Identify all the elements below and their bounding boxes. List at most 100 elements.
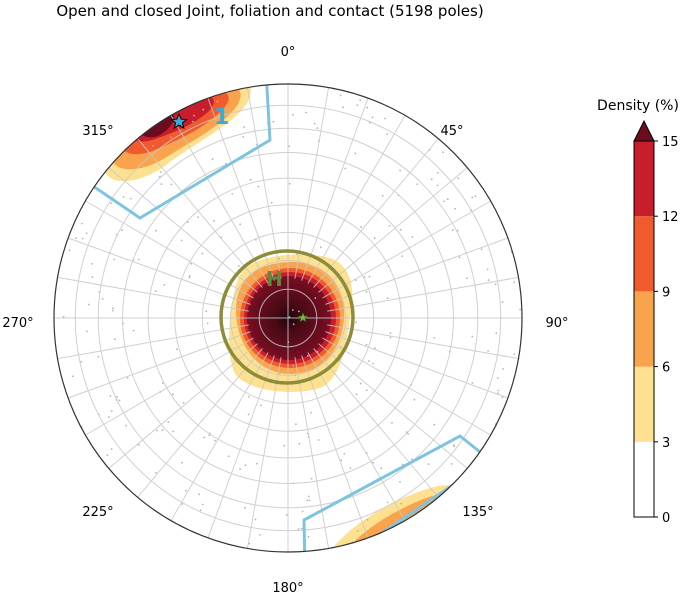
grid-radial-line (170, 352, 269, 521)
pole-point (118, 399, 121, 402)
set-markers: 1 H (170, 105, 309, 323)
pole-point (68, 249, 71, 252)
pole-point (154, 472, 157, 474)
pole-point (356, 104, 359, 106)
pole-point (399, 481, 401, 483)
pole-point (451, 229, 454, 232)
pole-point (110, 410, 113, 412)
pole-point (237, 265, 240, 267)
pole-point (457, 177, 459, 180)
colorbar-band (634, 216, 654, 292)
pole-point (205, 310, 208, 313)
pole-point (450, 463, 453, 465)
colorbar-title: Density (%) (597, 98, 679, 114)
grid-radial-line (313, 138, 439, 288)
pole-point (365, 343, 368, 346)
pole-point (293, 264, 296, 266)
pole-point (339, 94, 342, 97)
pole-point (354, 152, 357, 155)
pole-point (349, 467, 352, 469)
pole-point (170, 136, 172, 139)
azimuth-label-225: 225° (82, 505, 113, 520)
stereonet-grid (54, 84, 522, 552)
grid-radial-line (307, 115, 406, 284)
pole-point (301, 510, 304, 513)
pole-point (143, 153, 146, 156)
pole-point (363, 276, 366, 278)
pole-point (399, 228, 402, 231)
pole-point (314, 297, 317, 299)
pole-point (496, 377, 499, 379)
grid-radial-line (313, 348, 439, 498)
pole-point (373, 237, 376, 240)
colorbar-band (634, 366, 654, 442)
pole-point (295, 423, 297, 426)
grid-radial-line (57, 324, 249, 360)
pole-point (386, 133, 389, 136)
pole-point (307, 354, 309, 357)
colorbar-tick-label: 12 (662, 210, 679, 225)
pole-point (154, 290, 157, 293)
pole-point (400, 502, 402, 505)
pole-point (411, 236, 414, 238)
pole-point (181, 461, 184, 464)
azimuth-label-45: 45° (440, 124, 463, 139)
pole-point (480, 248, 483, 251)
pole-point (399, 169, 401, 172)
pole-point (216, 100, 219, 103)
pole-point (272, 120, 275, 123)
pole-point (365, 290, 368, 293)
grid-radial-line (246, 357, 282, 549)
pole-point (283, 444, 286, 447)
pole-point (436, 184, 439, 187)
pole-point (190, 262, 193, 265)
grid-radial-line (301, 97, 369, 281)
grid-radial-line (327, 276, 519, 312)
pole-point (519, 308, 521, 311)
azimuth-labels: 0° 45° 90° 135° 180° 225° 270° 315° (2, 45, 568, 596)
pole-point (368, 360, 370, 362)
pole-point (110, 202, 112, 205)
pole-point (486, 268, 489, 271)
pole-point (85, 232, 88, 235)
pole-point (291, 309, 294, 311)
pole-point (308, 495, 310, 498)
grid-radial-line (207, 355, 275, 539)
pole-point (487, 350, 489, 352)
pole-point (301, 527, 303, 530)
pole-point (359, 99, 362, 101)
pole-point (307, 535, 310, 538)
grid-radial-line (57, 276, 249, 312)
colorbar-tick-label: 3 (662, 436, 670, 451)
pole-point (513, 281, 515, 284)
pole-point (214, 439, 216, 442)
pole-point (122, 196, 125, 198)
pole-point (360, 226, 362, 228)
pole-point (81, 222, 83, 225)
pole-point (487, 279, 490, 282)
pole-point (239, 223, 242, 226)
pole-point (172, 393, 174, 396)
pole-point (443, 200, 445, 203)
pole-point (494, 283, 497, 286)
pole-point (411, 458, 413, 461)
pole-point (254, 518, 257, 521)
pole-point (471, 382, 474, 384)
pole-point (199, 509, 202, 511)
grid-radial-line (67, 331, 251, 399)
pole-point (372, 461, 374, 464)
pole-point (355, 321, 357, 323)
colorbar-band (634, 441, 654, 517)
set-window-southeast (302, 434, 493, 552)
pole-point (374, 347, 376, 350)
pole-point (172, 430, 175, 433)
pole-point (285, 514, 288, 516)
chart-title: Open and closed Joint, foliation and con… (56, 2, 483, 20)
pole-point (231, 193, 234, 195)
pole-point (430, 178, 433, 181)
grid-radial-line (294, 357, 330, 549)
pole-point (427, 463, 430, 465)
pole-point (340, 345, 342, 348)
grid-radial-line (246, 87, 282, 279)
